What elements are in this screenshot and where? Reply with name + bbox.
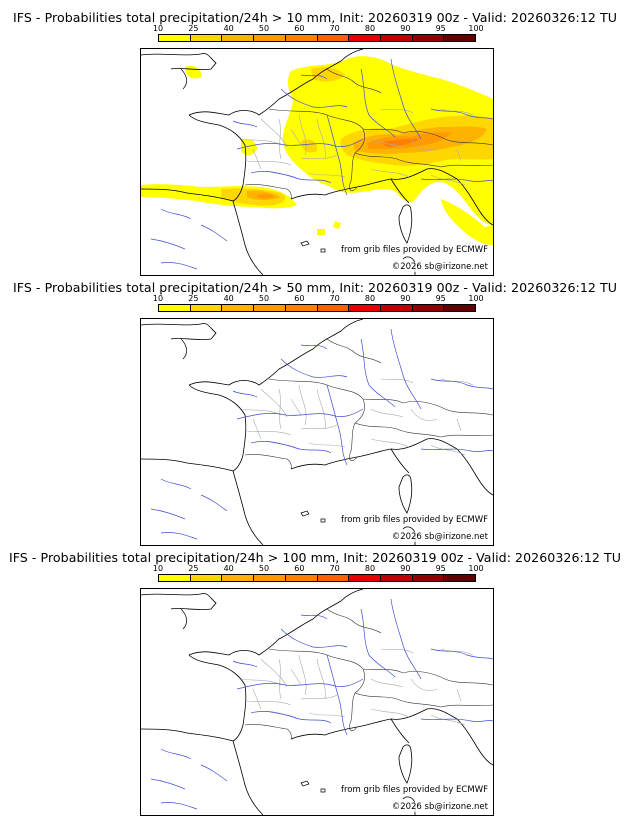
colorbar-swatch: [254, 35, 286, 41]
colorbar-swatch: [444, 35, 476, 41]
map-canvas: [141, 589, 493, 815]
panel-title: IFS - Probabilities total precipitation/…: [12, 280, 618, 295]
colorbar-tick-label: 80: [364, 564, 376, 573]
colorbar-tick-label: 90: [400, 564, 411, 573]
forecast-panel-10mm: IFS - Probabilities total precipitation/…: [0, 0, 630, 276]
forecast-panel-100mm: IFS - Probabilities total precipitation/…: [0, 540, 630, 816]
colorbar-tick-label: 95: [435, 24, 446, 33]
colorbar-tick-label: 10: [152, 24, 164, 33]
precip-map: from grib files provided by ECMWF ©2026 …: [140, 318, 494, 546]
colorbar-swatch: [159, 575, 191, 581]
basemap-layer: [141, 319, 493, 545]
colorbar-ticks: 10 25 40 50 60 70 80 90 95 100: [153, 294, 484, 304]
colorbar-tick-label: 40: [223, 564, 234, 573]
colorbar-tick-label: 60: [294, 24, 305, 33]
colorbar-tick-label: 95: [435, 294, 446, 303]
colorbar-tick-label: 95: [435, 564, 446, 573]
colorbar-swatch: [317, 305, 350, 311]
colorbar-tick-label: 90: [400, 294, 411, 303]
colorbar-swatch: [222, 575, 255, 581]
map-canvas: [141, 319, 493, 545]
colorbar-swatch: [285, 575, 318, 581]
colorbar-tick-label: 25: [188, 564, 199, 573]
colorbar-swatch: [222, 35, 255, 41]
colorbar-tick-label: 10: [152, 564, 164, 573]
colorbar-tick-label: 100: [468, 294, 484, 303]
precip-map: from grib files provided by ECMWF ©2026 …: [140, 48, 494, 276]
credit-grib: from grib files provided by ECMWF: [340, 245, 489, 255]
colorbar-swatch: [412, 35, 445, 41]
colorbar-swatches: [158, 574, 476, 582]
colorbar-tick-label: 80: [364, 294, 376, 303]
credit-copyright: ©2026 sb@irizone.net: [390, 532, 489, 542]
colorbar-swatch: [222, 305, 255, 311]
colorbar-ticks: 10 25 40 50 60 70 80 90 95 100: [153, 24, 484, 34]
colorbar-swatch: [380, 35, 413, 41]
credit-grib: from grib files provided by ECMWF: [340, 785, 489, 795]
colorbar-swatch: [380, 305, 413, 311]
colorbar-swatch: [254, 305, 286, 311]
colorbar-swatch: [349, 305, 381, 311]
credit-copyright: ©2026 sb@irizone.net: [390, 262, 489, 272]
colorbar-swatches: [158, 304, 476, 312]
colorbar-tick-label: 70: [329, 24, 340, 33]
colorbar-swatch: [190, 35, 223, 41]
colorbar-tick-label: 60: [294, 564, 305, 573]
colorbar-tick-label: 100: [468, 564, 484, 573]
map-canvas: [141, 49, 493, 275]
colorbar-swatch: [285, 35, 318, 41]
colorbar-swatch: [159, 35, 191, 41]
colorbar-tick-label: 10: [152, 294, 164, 303]
colorbar: 10 25 40 50 60 70 80 90 95 100: [153, 294, 484, 312]
colorbar-swatch: [190, 575, 223, 581]
colorbar: 10 25 40 50 60 70 80 90 95 100: [153, 24, 484, 42]
colorbar-tick-label: 50: [258, 294, 270, 303]
colorbar-swatch: [159, 305, 191, 311]
colorbar-swatch: [349, 575, 381, 581]
colorbar-tick-label: 50: [258, 24, 270, 33]
colorbar-swatch: [444, 575, 476, 581]
precip-map: from grib files provided by ECMWF ©2026 …: [140, 588, 494, 816]
colorbar-tick-label: 90: [400, 24, 411, 33]
colorbar-tick-label: 40: [223, 294, 234, 303]
colorbar-tick-label: 80: [364, 24, 376, 33]
colorbar-swatch: [317, 35, 350, 41]
colorbar-swatch: [380, 575, 413, 581]
basemap-layer: [141, 589, 493, 815]
colorbar-tick-label: 100: [468, 24, 484, 33]
colorbar-swatch: [444, 305, 476, 311]
precipitation-probability-layer: [141, 56, 493, 245]
colorbar-tick-label: 40: [223, 24, 234, 33]
colorbar-tick-label: 25: [188, 24, 199, 33]
colorbar-swatch: [317, 575, 350, 581]
credit-copyright: ©2026 sb@irizone.net: [390, 802, 489, 812]
colorbar-swatches: [158, 34, 476, 42]
colorbar-swatch: [285, 305, 318, 311]
colorbar-swatch: [412, 575, 445, 581]
colorbar-tick-label: 70: [329, 564, 340, 573]
colorbar-tick-label: 50: [258, 564, 270, 573]
colorbar: 10 25 40 50 60 70 80 90 95 100: [153, 564, 484, 582]
colorbar-swatch: [412, 305, 445, 311]
colorbar-ticks: 10 25 40 50 60 70 80 90 95 100: [153, 564, 484, 574]
colorbar-swatch: [190, 305, 223, 311]
colorbar-tick-label: 70: [329, 294, 340, 303]
colorbar-swatch: [349, 35, 381, 41]
forecast-panel-50mm: IFS - Probabilities total precipitation/…: [0, 270, 630, 546]
colorbar-tick-label: 60: [294, 294, 305, 303]
colorbar-swatch: [254, 575, 286, 581]
credit-grib: from grib files provided by ECMWF: [340, 515, 489, 525]
panel-title: IFS - Probabilities total precipitation/…: [12, 10, 618, 25]
panel-title: IFS - Probabilities total precipitation/…: [8, 550, 622, 565]
colorbar-tick-label: 25: [188, 294, 199, 303]
